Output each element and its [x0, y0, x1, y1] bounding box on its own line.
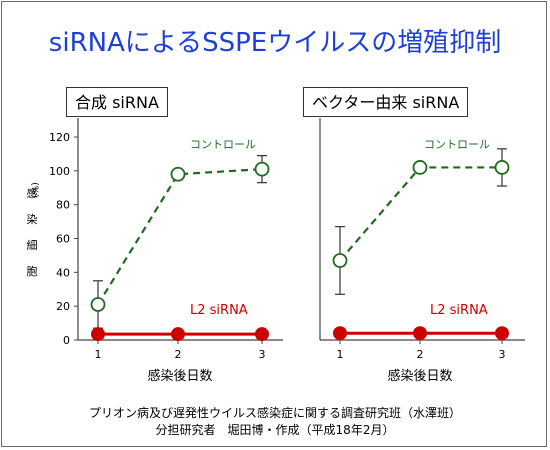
y-axis-label-char: 染: [27, 212, 38, 226]
footer-line-1: プリオン病及び遅発性ウイルス感染症に関する調査研究班（水澤班）: [88, 406, 461, 420]
y-axis-label-char: 感: [27, 187, 38, 200]
data-point-l2: [91, 327, 105, 342]
y-tick-label: 40: [56, 266, 70, 279]
x-tick-label: 3: [499, 348, 506, 361]
y-axis-label-char: 胞: [27, 265, 38, 278]
x-tick-label: 1: [95, 348, 102, 361]
data-point-l2: [333, 326, 347, 341]
x-axis-label: 感染後日数: [147, 368, 212, 384]
slide-title: siRNAによるSSPEウイルスの増殖抑制: [48, 28, 502, 58]
data-point-l2: [171, 327, 185, 342]
y-tick-label: 120: [49, 131, 70, 144]
data-point-control: [494, 160, 510, 175]
series-line-control: [97, 168, 263, 306]
footer-line-2: 分担研究者 堀田博・作成（平成18年2月）: [155, 423, 395, 437]
y-tick-label: 60: [56, 233, 70, 246]
y-tick-label: 20: [56, 300, 70, 313]
x-axis-label: 感染後日数: [387, 368, 452, 384]
series-label-l2: L2 siRNA: [430, 303, 488, 318]
series-label-control: コントロール: [190, 138, 256, 151]
y-tick-label: 100: [49, 165, 70, 178]
x-tick-label: 1: [337, 348, 344, 361]
x-tick-label: 3: [259, 348, 266, 361]
panel-label-vector: ベクター由来 siRNA: [303, 87, 469, 117]
chart-panel-synthetic: 0 20 40 60 80 100 120 1 2 3 感染後日数 感 染 細 胞 (%) コントロール L…: [27, 118, 283, 384]
data-point-control: [170, 166, 186, 182]
panel-label-synthetic: 合成 siRNA: [66, 87, 168, 117]
data-point-l2: [413, 326, 427, 341]
data-point-control: [90, 297, 106, 312]
series-line-control: [339, 166, 502, 262]
y-axis-unit: (%): [29, 182, 39, 198]
data-point-l2: [495, 326, 509, 341]
data-point-l2: [255, 327, 269, 342]
y-axis-label-char: 細: [27, 239, 38, 252]
series-label-control: コントロール: [424, 138, 490, 151]
series-label-l2: L2 siRNA: [190, 303, 248, 318]
data-point-control: [412, 160, 428, 175]
data-point-control: [254, 161, 270, 177]
chart-panel-vector: 1 2 3 感染後日数 コントロール L2 siRNA: [319, 118, 525, 384]
y-tick-label: 80: [56, 199, 70, 212]
data-point-control: [332, 253, 348, 268]
x-tick-label: 2: [417, 348, 424, 361]
x-tick-label: 2: [175, 348, 182, 361]
y-tick-label: 0: [63, 334, 70, 347]
